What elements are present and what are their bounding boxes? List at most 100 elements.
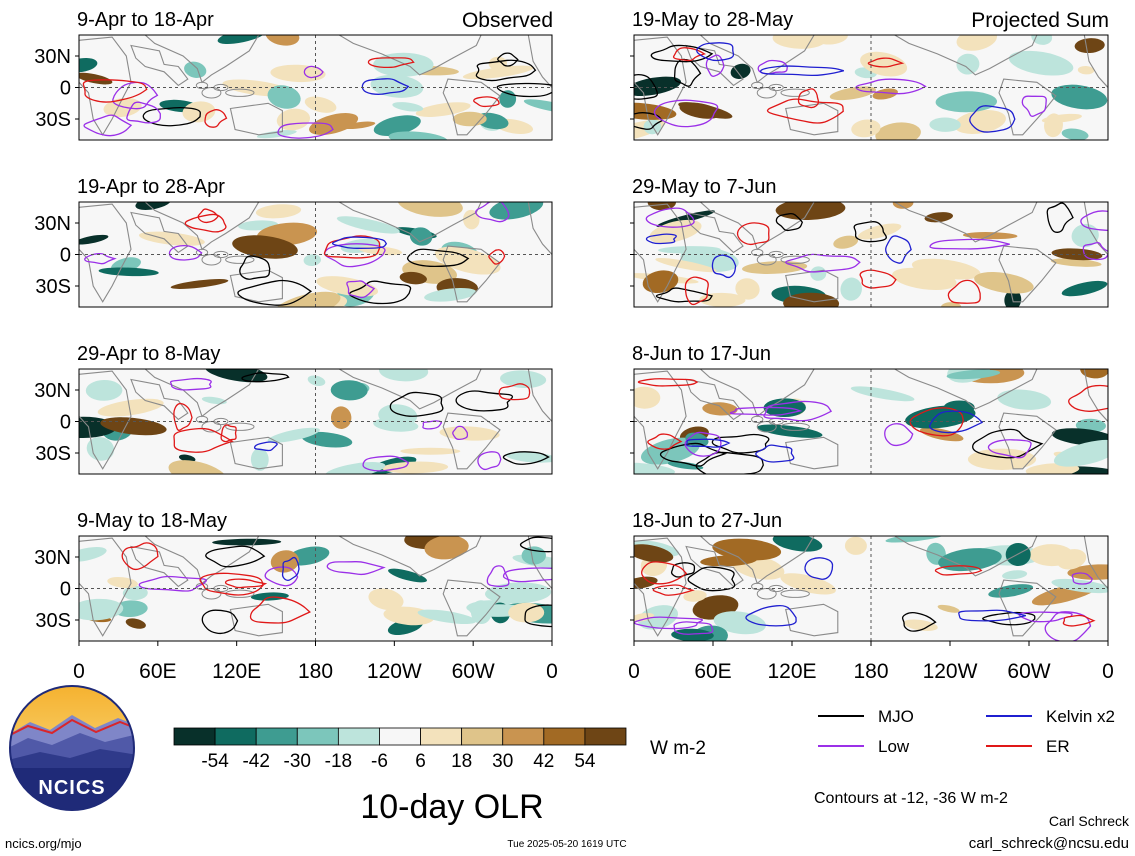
colorbar-label: 54 (574, 751, 596, 772)
olr-anomaly (336, 216, 400, 234)
olr-anomaly (1053, 439, 1108, 467)
coastline (785, 436, 839, 470)
x-axis: 0 60E 120E 180 120W 60W 0 0 60E 120E 180 120W 60W 0 (73, 641, 1114, 683)
coastline (225, 255, 255, 264)
panel-projected-4: 18-Jun to 27-Jun (630, 510, 1109, 642)
olr-anomaly (368, 588, 404, 611)
contour-mjo (634, 112, 663, 130)
contour-low (673, 621, 714, 635)
olr-anomaly (342, 121, 376, 130)
figure-title: 10-day OLR (360, 788, 543, 826)
contour-er (947, 279, 981, 304)
contour-mjo (455, 390, 514, 412)
panel-label: 9-Apr to 18-Apr (77, 9, 214, 31)
x-tick-label: 0 (546, 660, 558, 683)
olr-anomaly (1071, 223, 1099, 248)
units-label: W m-2 (650, 738, 706, 759)
contour-kelvin (755, 444, 795, 463)
coastline (130, 545, 189, 588)
contour-low (855, 78, 927, 95)
panel-label: 18-Jun to 27-Jun (632, 510, 782, 532)
footer-author: Carl Schreck (1049, 813, 1130, 829)
olr-anomaly (780, 573, 836, 595)
olr-anomaly (730, 63, 751, 80)
contour-mjo (901, 611, 937, 632)
panel-label: 19-May to 28-May (632, 9, 793, 31)
contour-kelvin (759, 65, 844, 77)
olr-anomaly (699, 292, 746, 307)
olr-anomaly (857, 223, 902, 240)
contour-kelvin (958, 609, 1026, 622)
panel-label: 9-May to 18-May (77, 510, 227, 532)
panel-observed-4: 30N 0 30S 9-May to 18-May (34, 510, 553, 642)
colorbar-swatch (255, 727, 298, 746)
olr-anomaly (671, 628, 714, 641)
olr-anomaly (388, 568, 427, 583)
olr-anomaly (713, 611, 766, 635)
contour-er (1068, 384, 1108, 412)
olr-anomaly (424, 287, 477, 302)
contour-mjo (496, 82, 552, 98)
contour-kelvin (711, 254, 737, 279)
olr-anomaly (303, 254, 321, 267)
x-tick-label: 0 (1102, 660, 1114, 683)
olr-anomaly (256, 130, 297, 139)
contour-er (173, 402, 193, 431)
coastline (685, 545, 744, 588)
olr-anomaly (924, 212, 954, 223)
y-tick-label: 0 (60, 579, 71, 601)
contour-er (736, 222, 770, 246)
contour-kelvin (331, 236, 388, 249)
contour-low (169, 377, 212, 391)
olr-anomaly (382, 461, 449, 474)
legend: MJO Kelvin x2 Low ER (818, 707, 1115, 756)
coastline (780, 589, 810, 598)
olr-anomaly (972, 117, 992, 126)
olr-anomaly (265, 35, 300, 46)
olr-anomaly (392, 102, 424, 112)
coastline (634, 36, 687, 136)
colorbar-swatch (337, 727, 380, 746)
y-tick-label: 30S (35, 109, 71, 131)
coastline (785, 603, 839, 637)
contour-low (1071, 572, 1093, 585)
olr-anomaly (500, 370, 547, 389)
coastline (442, 412, 501, 470)
x-tick-label: 180 (298, 660, 333, 683)
coastline (195, 415, 209, 424)
contour-er (473, 96, 500, 108)
olr-anomaly (267, 427, 320, 443)
olr-anomaly (956, 53, 980, 75)
contour-er (641, 561, 688, 585)
y-tick-label: 0 (60, 412, 71, 434)
contour-mjo (205, 545, 266, 568)
y-tick-label: 30N (34, 380, 71, 402)
olr-anomaly (956, 35, 998, 51)
olr-anomaly (250, 592, 289, 601)
contour-low (757, 59, 788, 75)
coastline (195, 81, 209, 90)
colorbar-swatch (379, 727, 421, 746)
colorbar-label: -18 (325, 751, 352, 772)
contour-mjo (775, 213, 804, 232)
contour-mjo (389, 391, 444, 417)
coastline (527, 369, 552, 423)
contour-low (324, 243, 386, 268)
contour-mjo (142, 106, 201, 127)
coastline (780, 88, 810, 97)
olr-anomaly (79, 416, 117, 439)
olr-anomaly (488, 56, 507, 71)
projected-sum-label: Projected Sum (971, 9, 1109, 32)
contour-kelvin (281, 556, 300, 581)
olr-anomaly (735, 278, 760, 300)
contour-er (82, 79, 148, 103)
contour-er (909, 407, 964, 437)
contour-er (934, 565, 983, 576)
colorbar-label: 42 (533, 751, 554, 772)
olr-anomaly (815, 35, 848, 45)
olr-anomaly (937, 604, 960, 613)
contour-kelvin (253, 441, 278, 452)
panel-label: 29-May to 7-Jun (632, 176, 777, 198)
olr-anomaly (201, 396, 227, 405)
olr-anomaly (634, 576, 658, 589)
